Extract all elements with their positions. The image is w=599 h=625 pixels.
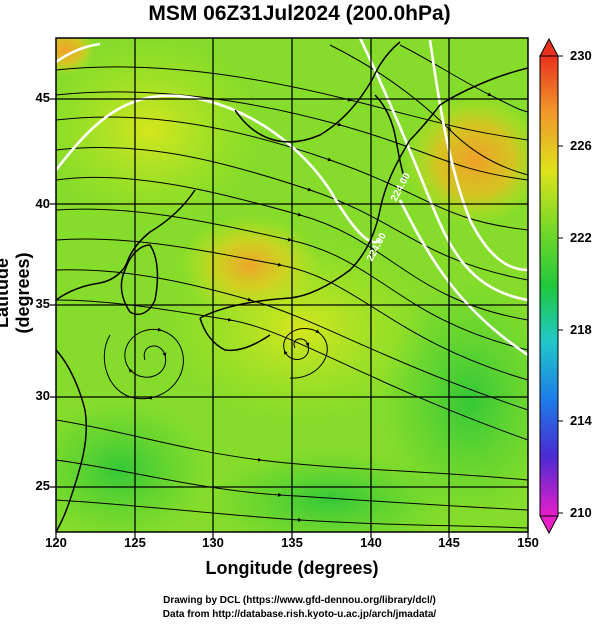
colorbar-tick-label: 226 <box>570 138 592 153</box>
x-tick-label: 150 <box>517 535 539 550</box>
x-tick-label: 120 <box>45 535 67 550</box>
map-title: MSM 06Z31Jul2024 (200.0hPa) <box>148 2 451 25</box>
y-tick-label: 35 <box>35 296 50 311</box>
colorbar-tick-label: 214 <box>570 413 592 428</box>
x-tick-label: 135 <box>281 535 303 550</box>
temperature-field <box>210 450 450 532</box>
colorbar-max-arrow <box>539 37 559 57</box>
contour-224 <box>56 38 528 357</box>
colorbar-bar <box>539 55 559 517</box>
colorbar-min-arrow <box>539 515 559 535</box>
warm-anomaly <box>405 95 528 225</box>
axis-ticks <box>50 98 529 538</box>
y-tick-label: 25 <box>35 478 50 493</box>
warm-anomaly <box>180 215 320 315</box>
x-tick-label: 145 <box>438 535 460 550</box>
coastlines <box>56 41 528 532</box>
colorbar-tick-label: 218 <box>570 322 592 337</box>
graticule <box>56 38 528 532</box>
colorbar-tick-label: 222 <box>570 230 592 245</box>
colorbar <box>539 37 563 535</box>
y-tick-label: 45 <box>35 90 50 105</box>
temperature-field <box>56 400 210 532</box>
temperature-field <box>56 40 260 220</box>
x-tick-label: 125 <box>124 535 146 550</box>
colorbar-tick-label: 230 <box>570 48 592 63</box>
y-tick-label: 40 <box>35 196 50 211</box>
credit-drawing: Drawing by DCL (https://www.gfd-dennou.o… <box>163 595 436 606</box>
credit-data: Data from http://database.rish.kyoto-u.a… <box>162 609 437 620</box>
x-axis-label: Longitude (degrees) <box>205 558 379 578</box>
y-tick-label: 30 <box>35 388 50 403</box>
x-tick-label: 140 <box>360 535 382 550</box>
x-tick-label: 130 <box>202 535 224 550</box>
colorbar-tick-label: 210 <box>570 505 592 520</box>
